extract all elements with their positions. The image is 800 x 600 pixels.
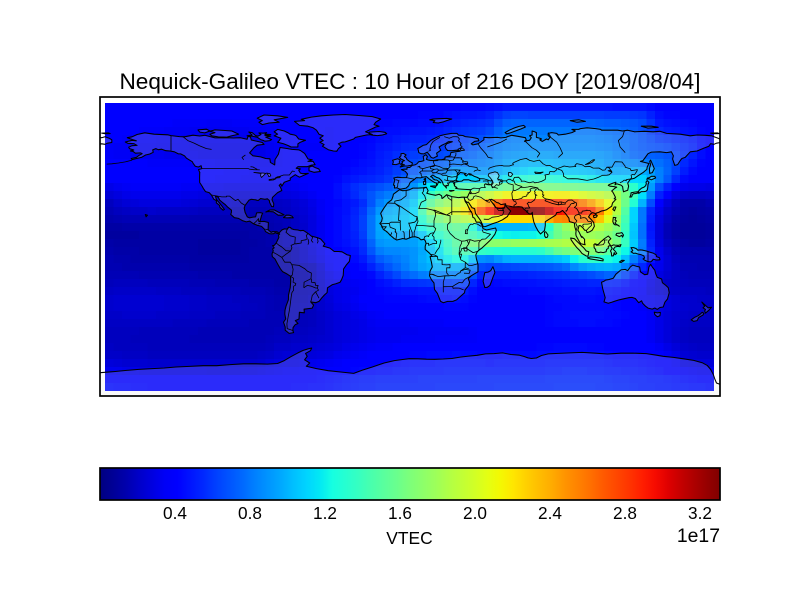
svg-text:1.6: 1.6 bbox=[388, 503, 412, 523]
svg-text:0.8: 0.8 bbox=[238, 503, 262, 523]
svg-text:2.8: 2.8 bbox=[613, 503, 637, 523]
svg-text:2.0: 2.0 bbox=[463, 503, 487, 523]
svg-text:3.2: 3.2 bbox=[688, 503, 712, 523]
svg-text:0.4: 0.4 bbox=[163, 503, 187, 523]
svg-text:1.2: 1.2 bbox=[313, 503, 337, 523]
svg-text:Nequick-Galileo VTEC : 10 Hour: Nequick-Galileo VTEC : 10 Hour of 216 DO… bbox=[119, 69, 700, 94]
svg-text:1e17: 1e17 bbox=[677, 525, 720, 547]
svg-text:2.4: 2.4 bbox=[538, 503, 562, 523]
svg-text:VTEC: VTEC bbox=[386, 528, 432, 548]
